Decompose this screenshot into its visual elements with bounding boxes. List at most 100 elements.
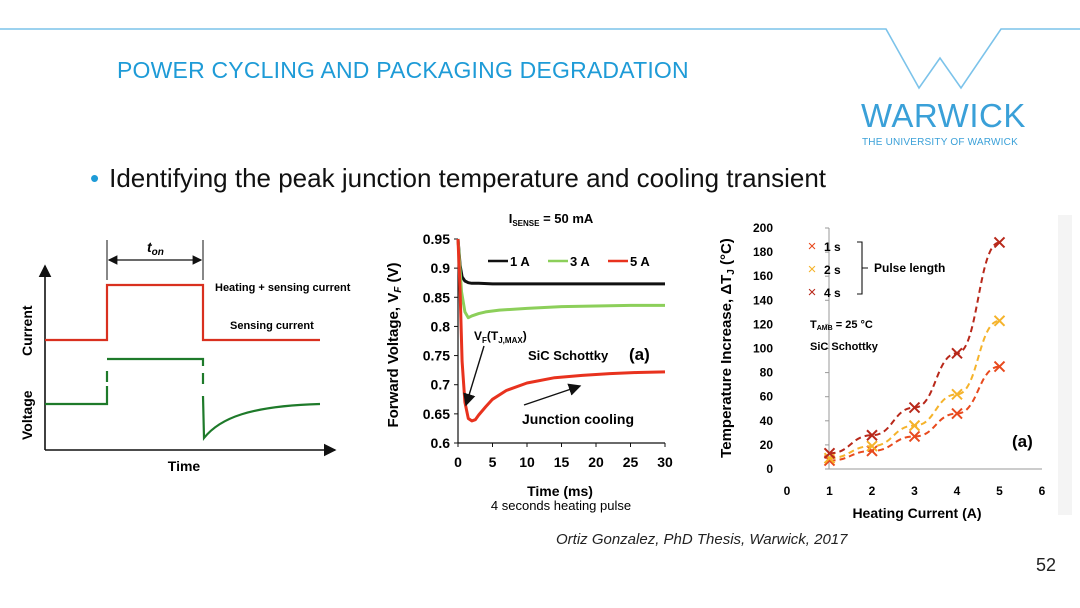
vf-y-tick-label: 0.7	[431, 377, 451, 393]
dtj-point-1s	[866, 445, 878, 457]
dtj-x-tick-label: 4	[954, 484, 961, 498]
vf-y-tick-label: 0.95	[423, 231, 450, 247]
voltage-waveform-pre	[45, 386, 109, 406]
dtj-x-tick-label: 6	[1039, 484, 1046, 498]
legend-marker-2s: ×	[808, 261, 817, 278]
dtj-point-2s	[951, 388, 963, 400]
dtj-y-tick-label: 20	[760, 438, 774, 452]
dtj-x-tick-label: 3	[911, 484, 918, 498]
sensing-current-label: Sensing current	[230, 320, 314, 332]
vf-x-tick-label: 10	[519, 454, 535, 470]
page-number: 52	[1036, 555, 1057, 575]
dtj-point-4s	[823, 447, 836, 460]
legend-bracket	[857, 241, 868, 295]
dtj-legend: × 1 s × 2 s × 4 s Pulse length	[808, 238, 946, 301]
vf-legend: 1 A 3 A 5 A	[488, 254, 650, 269]
university-logo-subtitle: THE UNIVERSITY OF WARWICK	[862, 137, 1018, 148]
vf-x-tick-label: 25	[623, 454, 639, 470]
cooling-label: Junction cooling	[522, 411, 634, 427]
slide-title: POWER CYCLING AND PACKAGING DEGRADATION	[117, 57, 689, 83]
cooling-arrow	[523, 383, 582, 406]
vf-chart-title: ISENSE = 50 mA	[509, 211, 594, 228]
vf-series-line-5a	[456, 238, 666, 423]
edge-strip	[1058, 215, 1072, 515]
dtj-point-4s	[951, 347, 963, 360]
current-axis-label: Current	[19, 305, 35, 356]
dtj-point-4s	[993, 236, 1006, 249]
header-decoration	[0, 28, 1080, 90]
dtj-trend-1s	[829, 365, 1000, 462]
vf-x-axis-label: Time (ms)	[527, 483, 593, 499]
vf-device-label: SiC Schottky	[528, 348, 609, 363]
dtj-point-1s	[951, 407, 963, 420]
dtj-y-tick-label: 200	[753, 221, 773, 235]
vf-x-tick-label: 5	[489, 454, 497, 470]
dtj-series-group	[823, 236, 1006, 467]
dtj-y-tick-label: 120	[753, 317, 773, 331]
dtj-y-tick-label: 60	[760, 390, 774, 404]
dtj-x-tick-label: 1	[826, 484, 833, 498]
vf-x-tick-label: 20	[588, 454, 604, 470]
vf-y-tick-label: 0.75	[423, 348, 450, 364]
legend-label-4s: 4 s	[824, 286, 841, 300]
dtj-y-tick-label: 100	[753, 342, 773, 356]
dtj-point-2s	[866, 440, 878, 452]
dtj-trend-2s	[829, 319, 1000, 460]
legend-label-1s: 1 s	[824, 240, 841, 254]
dtj-x-tick-label: 0	[784, 484, 791, 498]
vf-axes: 0.6 0.65 0.7 0.75 0.8 0.85 0.9 0.95 0 5 10 15 20 25 30	[423, 231, 673, 470]
dtj-device-label: SiC Schottky	[810, 341, 879, 353]
bullet-dot-icon: •	[90, 163, 100, 193]
vf-tjmax-arrow	[463, 345, 485, 407]
dtj-panel-tag: (a)	[1012, 432, 1033, 451]
bullet-point: • Identifying the peak junction temperatu…	[90, 163, 826, 194]
dtj-y-axis-label: Temperature Increase, ΔTJ (°C)	[718, 238, 737, 458]
university-logo: WARWICK	[861, 97, 1026, 134]
vf-y-axis-label: Forward Voltage, VF (V)	[385, 262, 404, 427]
dtj-y-tick-label: 40	[760, 414, 774, 428]
vf-x-tick-label: 30	[657, 454, 673, 470]
voltage-recovery-curve	[201, 395, 321, 442]
dtj-point-2s	[823, 452, 836, 464]
temperature-increase-chart: 0 20 40 60 80 100 120 140 160 180 200 0 1 2 3 4 5 6 × 1 s…	[718, 221, 1046, 521]
pulse-schematic-chart: Current Voltage Time ton Heating + sensi…	[19, 239, 351, 474]
legend-label-5a: 5 A	[630, 254, 650, 269]
dtj-point-4s	[866, 429, 878, 441]
dtj-point-1s	[993, 360, 1006, 373]
vf-y-tick-label: 0.9	[431, 260, 451, 276]
vf-subcaption: 4 seconds heating pulse	[491, 498, 631, 513]
vf-y-tick-label: 0.8	[431, 318, 451, 334]
bullet-text: Identifying the peak junction temperatur…	[109, 163, 827, 193]
forward-voltage-chart: ISENSE = 50 mA 0.60.650.70.750.80.850.90…	[385, 211, 673, 513]
legend-marker-4s: ×	[808, 284, 817, 301]
dtj-point-2s	[993, 315, 1006, 327]
heating-current-label: Heating + sensing current	[215, 282, 351, 294]
vf-x-tick-label: 15	[554, 454, 570, 470]
dtj-y-tick-label: 160	[753, 269, 773, 283]
vf-y-tick-label: 0.85	[423, 289, 450, 305]
dtj-y-tick-label: 0	[766, 462, 773, 476]
dtj-point-1s	[908, 430, 921, 443]
dtj-y-tick-label: 80	[760, 366, 774, 380]
dtj-y-tick-label: 140	[753, 293, 773, 307]
dtj-axes: 0 20 40 60 80 100 120 140 160 180 200 0 1 2 3 4 5 6	[753, 221, 1046, 498]
dtj-point-4s	[908, 401, 921, 414]
voltage-waveform-on	[107, 357, 205, 366]
voltage-axis-label: Voltage	[19, 390, 35, 440]
tamb-label: TAMB = 25 °C	[810, 319, 873, 332]
legend-label-2s: 2 s	[824, 263, 841, 277]
dtj-x-tick-label: 2	[869, 484, 876, 498]
legend-label-3a: 3 A	[570, 254, 590, 269]
vf-series-line-3a	[456, 238, 665, 320]
citation: Ortiz Gonzalez, PhD Thesis, Warwick, 201…	[556, 531, 848, 548]
vf-series-group	[456, 238, 666, 423]
dtj-point-2s	[908, 419, 921, 432]
current-waveform	[45, 283, 320, 342]
dtj-x-axis-label: Heating Current (A)	[852, 505, 981, 521]
vf-x-tick-label: 0	[454, 454, 462, 470]
dtj-y-tick-label: 180	[753, 245, 773, 259]
legend-marker-1s: ×	[808, 238, 817, 255]
dtj-x-tick-label: 5	[996, 484, 1003, 498]
legend-label-1a: 1 A	[510, 254, 530, 269]
